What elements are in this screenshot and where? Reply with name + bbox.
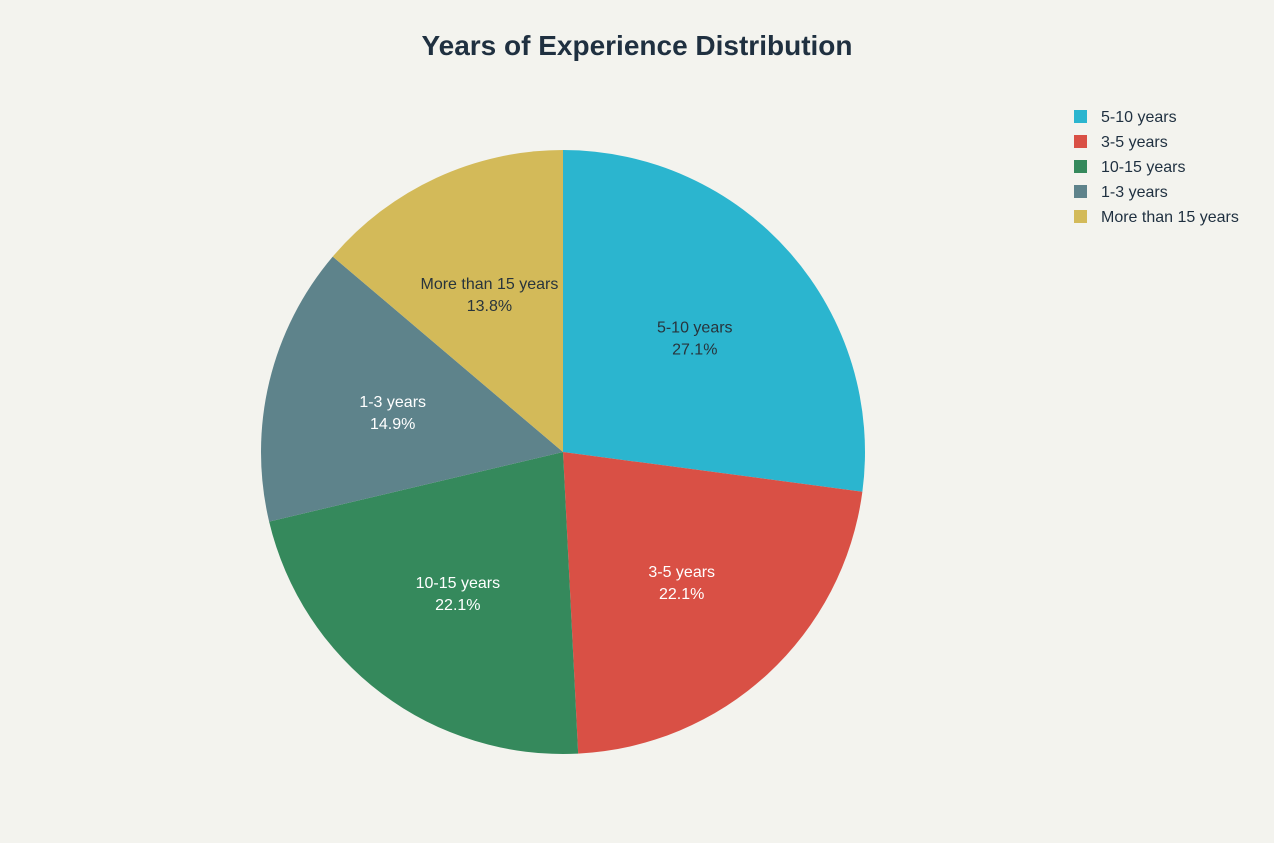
legend-swatch [1074, 210, 1087, 223]
legend-label: 3-5 years [1101, 134, 1168, 151]
legend-item[interactable]: 10-15 years [1074, 159, 1186, 176]
pie-slices [261, 150, 865, 755]
slice-value-label: 27.1% [672, 342, 717, 359]
legend-item[interactable]: 3-5 years [1074, 134, 1168, 151]
legend-swatch [1074, 110, 1087, 123]
legend-label: 5-10 years [1101, 109, 1177, 126]
legend-swatch [1074, 185, 1087, 198]
pie-slice-more-than-15-years[interactable] [332, 150, 563, 452]
pie-slice-5-10-years[interactable] [563, 150, 865, 492]
slice-category-label: 3-5 years [648, 564, 715, 581]
legend-item[interactable]: 5-10 years [1074, 109, 1177, 126]
legend-item[interactable]: More than 15 years [1074, 209, 1239, 226]
slice-category-label: 1-3 years [359, 394, 426, 411]
legend-item[interactable]: 1-3 years [1074, 184, 1168, 201]
pie-slice-1-3-years[interactable] [261, 256, 563, 522]
legend: 5-10 years 3-5 years 10-15 years 1-3 years M… [1074, 109, 1239, 226]
legend-label: 10-15 years [1101, 159, 1186, 176]
slice-category-label: More than 15 years [420, 276, 558, 293]
slice-category-label: 10-15 years [416, 575, 501, 592]
slice-value-label: 22.1% [435, 597, 480, 614]
pie-slice-3-5-years[interactable] [563, 452, 863, 754]
slice-category-label: 5-10 years [657, 320, 733, 337]
legend-swatch [1074, 160, 1087, 173]
slice-value-label: 14.9% [370, 416, 415, 433]
pie-slice-10-15-years[interactable] [269, 452, 579, 755]
chart-title: Years of Experience Distribution [421, 30, 852, 61]
slice-value-label: 22.1% [659, 586, 704, 603]
legend-swatch [1074, 135, 1087, 148]
pie-labels: 5-10 years 27.1% 3-5 years 22.1% 10-15 years… [359, 276, 732, 614]
legend-label: 1-3 years [1101, 184, 1168, 201]
slice-value-label: 13.8% [467, 298, 512, 315]
legend-label: More than 15 years [1101, 209, 1239, 226]
